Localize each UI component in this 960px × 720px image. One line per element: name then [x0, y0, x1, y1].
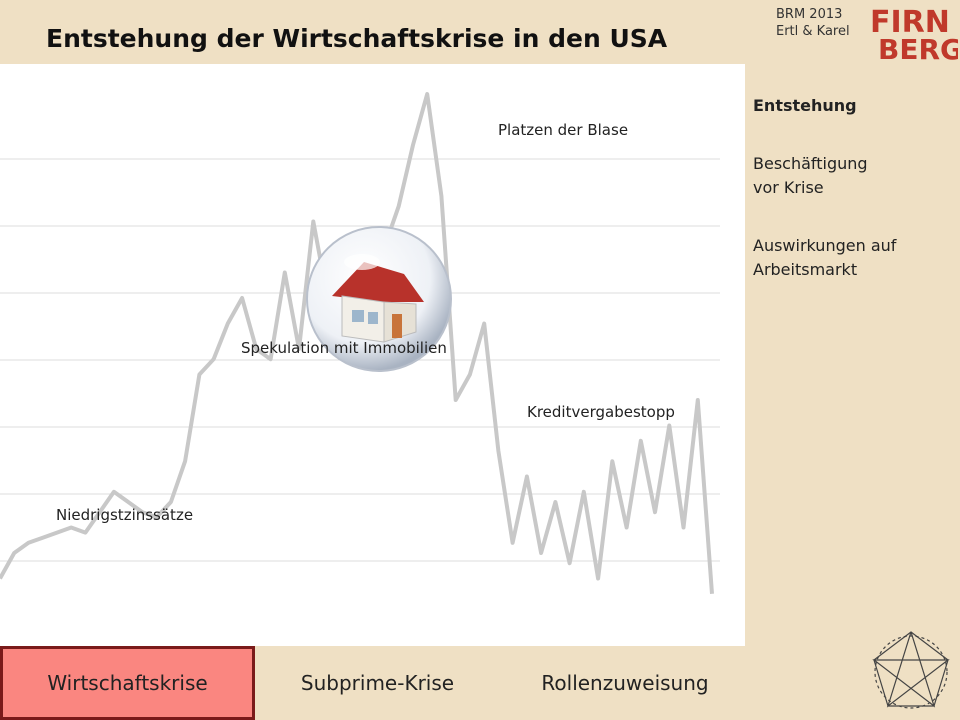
nav-label-line: Auswirkungen auf	[753, 236, 897, 255]
meta-line-2: Ertl & Karel	[776, 24, 850, 39]
pentagram-network-icon	[872, 631, 950, 709]
logo-bottom-text: BERG	[878, 33, 958, 62]
bottom-tab-bar: Wirtschaftskrise Subprime-Krise Rollenzu…	[0, 646, 760, 720]
tab-wirtschaftskrise[interactable]: Wirtschaftskrise	[0, 646, 255, 720]
nav-label-line: vor Krise	[753, 178, 824, 197]
page-title: Entstehung der Wirtschaftskrise in den U…	[46, 24, 668, 53]
annotation-credit-stop: Kreditvergabestopp	[527, 403, 675, 421]
author-meta: BRM 2013 Ertl & Karel	[776, 6, 850, 40]
firnberg-logo: FIRN BERG	[870, 5, 958, 62]
nav-label-line: Arbeitsmarkt	[753, 260, 858, 279]
nav-item-beschaeftigung[interactable]: Beschäftigung vor Krise	[753, 152, 953, 200]
annotation-speculation: Spekulation mit Immobilien	[241, 339, 447, 357]
nav-item-entstehung[interactable]: Entstehung	[753, 96, 857, 115]
crisis-chart	[0, 64, 745, 646]
section-nav: Entstehung Beschäftigung vor Krise Auswi…	[753, 94, 953, 282]
nav-label-line: Beschäftigung	[753, 154, 868, 173]
logo-top-text: FIRN	[870, 5, 950, 40]
meta-line-1: BRM 2013	[776, 7, 843, 22]
tab-subprime-krise[interactable]: Subprime-Krise	[300, 671, 455, 695]
annotation-bubble-burst: Platzen der Blase	[498, 121, 629, 139]
nav-item-auswirkungen[interactable]: Auswirkungen auf Arbeitsmarkt	[753, 234, 953, 282]
annotation-low-rates: Niedrigstzinssätze	[56, 506, 194, 524]
house-in-bubble-icon	[306, 226, 452, 372]
tab-rollenzuweisung[interactable]: Rollenzuweisung	[541, 671, 709, 695]
